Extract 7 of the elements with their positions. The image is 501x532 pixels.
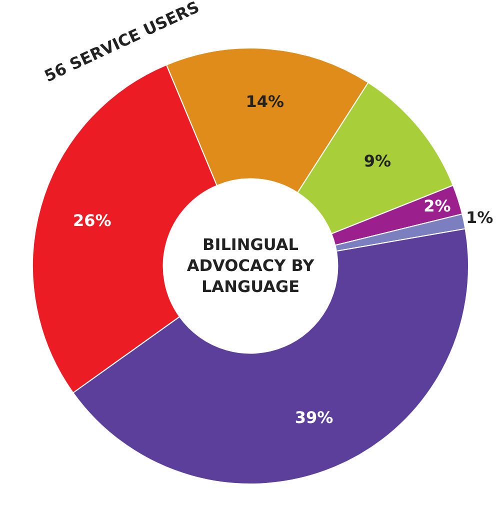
data-label: 39%: [294, 408, 334, 427]
data-label: 14%: [246, 92, 284, 112]
data-label: 26%: [73, 210, 112, 230]
text: BILINGUAL ADVOCACY BY LANGUAGE: [186, 235, 315, 296]
data-label: 1%: [466, 208, 494, 228]
data-label: 9%: [364, 151, 392, 170]
data-label: 2%: [424, 196, 451, 216]
